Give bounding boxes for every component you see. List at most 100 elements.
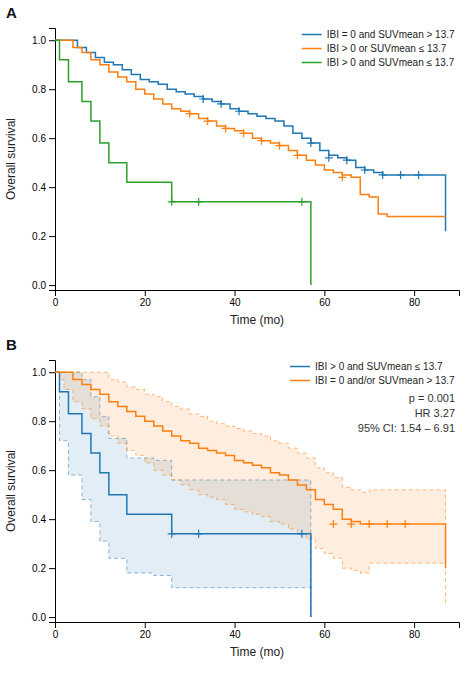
legend-swatch [302, 34, 322, 36]
legend-label: IBI > 0 and SUVmean ≤ 13.7 [315, 361, 443, 372]
tick-label: 0.4 [32, 514, 46, 525]
x-tick: 0 [53, 290, 59, 308]
y-tick: 1.0 [32, 367, 55, 378]
censor-mark [195, 530, 203, 538]
legend-swatch [302, 48, 322, 50]
ci-line [55, 372, 446, 605]
legend: IBI > 0 and SUVmean ≤ 13.7 IBI = 0 and/or… [290, 361, 455, 386]
censor-mark [240, 129, 248, 137]
x-tick: 20 [140, 622, 152, 640]
x-tick: 60 [319, 290, 331, 308]
survival-line [55, 40, 311, 285]
y-tick: 1.0 [32, 35, 55, 46]
censor-mark [204, 117, 212, 125]
y-tick: 0.8 [32, 416, 55, 427]
x-tick: 80 [409, 290, 421, 308]
tick-label: 0.8 [32, 84, 46, 95]
legend-label: IBI > 0 or SUVmean ≤ 13.7 [327, 43, 447, 54]
censor-mark [168, 530, 176, 538]
tick-mark [324, 622, 325, 628]
y-axis-line [49, 29, 56, 291]
legend-item: IBI > 0 and SUVmean ≤ 13.7 [290, 361, 443, 372]
ci-band [55, 372, 446, 605]
censor-mark [217, 100, 225, 108]
censor-mark [195, 198, 203, 206]
censor-mark [186, 110, 194, 118]
tick-label: 40 [229, 297, 241, 308]
censor-mark [325, 154, 333, 162]
tick-label: 0.8 [32, 416, 46, 427]
x-tick: 40 [229, 290, 241, 308]
tick-mark [235, 290, 236, 296]
censor-mark [415, 171, 423, 179]
legend-label: IBI > 0 and SUVmean ≤ 13.7 [327, 57, 455, 68]
plot-area [55, 40, 446, 285]
y-axis: 0.0 0.2 0.4 0.6 0.8 1.0 [32, 29, 55, 291]
x-tick: 0 [53, 622, 59, 640]
legend-label: IBI = 0 and SUVmean > 13.7 [327, 29, 455, 40]
tick-mark [49, 138, 55, 139]
y-tick: 0.2 [32, 231, 55, 242]
tick-mark [235, 622, 236, 628]
x-tick: 20 [140, 290, 152, 308]
censor-mark [168, 198, 176, 206]
tick-mark [49, 519, 55, 520]
censor-mark [347, 520, 355, 528]
censor-mark [298, 530, 306, 538]
tick-label: 1.0 [32, 35, 46, 46]
tick-label: 80 [409, 297, 421, 308]
censor-mark [343, 156, 351, 164]
tick-label: 0.0 [32, 612, 46, 623]
censor-mark [401, 520, 409, 528]
x-axis-title: Time (mo) [230, 313, 284, 327]
censor-mark [235, 107, 243, 115]
censor-mark [361, 166, 369, 174]
x-axis-title: Time (mo) [230, 645, 284, 659]
censor-mark [293, 151, 301, 159]
x-axis-line [56, 291, 460, 297]
tick-mark [49, 372, 55, 373]
censor-mark [275, 142, 283, 150]
censor-mark [365, 520, 373, 528]
annotation: p = 0.001HR 3.2795% CI: 1.54 – 6.91 [358, 392, 455, 434]
tick-mark [49, 236, 55, 237]
y-axis-title: Overall survival [4, 450, 18, 532]
legend-swatch [290, 366, 310, 368]
legend-item: IBI = 0 and/or SUVmean > 13.7 [290, 375, 455, 386]
legend-swatch [290, 380, 310, 382]
tick-mark [49, 285, 55, 286]
tick-label: 0.2 [32, 563, 46, 574]
censor-mark [298, 198, 306, 206]
tick-mark [49, 568, 55, 569]
annotation-line: p = 0.001 [409, 392, 455, 404]
legend-item: IBI > 0 or SUVmean ≤ 13.7 [302, 43, 447, 54]
censor-mark [222, 124, 230, 132]
panel: 0204060800.00.20.40.60.81.0Time (mo)Over… [4, 4, 460, 327]
tick-label: 20 [140, 297, 152, 308]
chart: 0 20 40 60 80 0.0 0.2 0.4 0.6 0.8 1.0 Time (mo) Over… [0, 0, 474, 691]
y-axis-line [49, 361, 56, 623]
tick-label: 0.6 [32, 133, 46, 144]
legend-label: IBI = 0 and/or SUVmean > 13.7 [315, 375, 455, 386]
ci-line [55, 372, 446, 524]
tick-mark [49, 89, 55, 90]
legend-item: IBI > 0 and SUVmean ≤ 13.7 [302, 57, 455, 68]
tick-label: 0.0 [32, 280, 46, 291]
y-tick: 0.4 [32, 514, 55, 525]
y-tick: 0.2 [32, 563, 55, 574]
censor-mark [379, 171, 387, 179]
tick-label: 40 [229, 629, 241, 640]
censor-mark [397, 171, 405, 179]
annotation-line: 95% CI: 1.54 – 6.91 [358, 422, 455, 434]
x-tick: 80 [409, 622, 421, 640]
y-tick: 0.0 [32, 612, 55, 623]
tick-label: 0 [53, 297, 59, 308]
censor-mark [257, 137, 265, 145]
panel-title: B [6, 336, 17, 353]
tick-label: 60 [319, 297, 331, 308]
y-tick: 0.4 [32, 182, 55, 193]
censor-mark [338, 173, 346, 181]
tick-mark [324, 290, 325, 296]
tick-label: 0.6 [32, 465, 46, 476]
tick-label: 60 [319, 629, 331, 640]
